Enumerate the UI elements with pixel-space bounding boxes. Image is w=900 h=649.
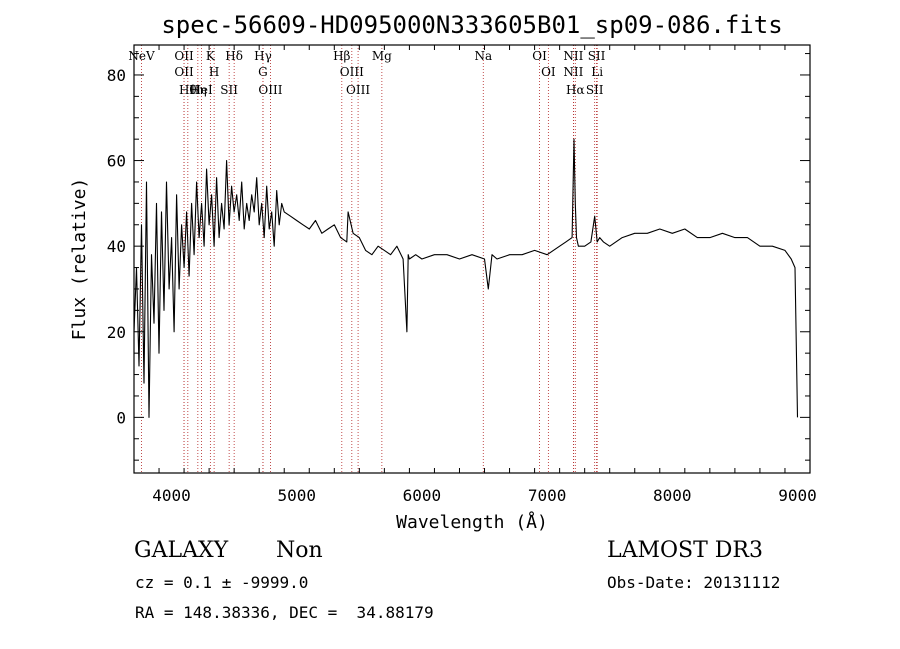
line-label: Mg <box>372 49 392 63</box>
line-label: OII <box>174 65 194 79</box>
x-tick-label: 4000 <box>152 486 191 505</box>
y-tick-label: 80 <box>107 66 126 85</box>
line-label: Hα <box>566 83 585 97</box>
line-label: SII <box>220 83 238 97</box>
line-label: H <box>209 65 219 79</box>
spectrum-chart: spec-56609-HD095000N333605B01_sp09-086.f… <box>69 11 817 533</box>
x-tick-label: 8000 <box>653 486 692 505</box>
spectrum-line <box>133 138 799 418</box>
x-tick-label: 9000 <box>778 486 817 505</box>
line-label: Na <box>474 49 492 63</box>
line-label: OII <box>174 49 194 63</box>
line-label: OI <box>541 65 556 79</box>
line-label: K <box>206 49 216 63</box>
redshift-value: cz = 0.1 ± -9999.0 <box>135 573 309 592</box>
line-label: Hη <box>189 83 207 97</box>
chart-title: spec-56609-HD095000N333605B01_sp09-086.f… <box>161 11 782 39</box>
line-label: NII <box>563 65 583 79</box>
line-label: OIII <box>346 83 370 97</box>
line-label: OI <box>532 49 547 63</box>
data-layer <box>133 138 799 418</box>
line-label: Hθ <box>179 83 197 97</box>
axis-layer: 4000 5000 6000 7000 8000 9000 0 20 40 60 80 <box>107 45 817 505</box>
line-label: OIII <box>258 83 282 97</box>
object-class: GALAXY <box>134 538 229 563</box>
plot-frame <box>133 44 811 474</box>
line-label: Li <box>591 65 603 79</box>
x-tick-label: 6000 <box>403 486 442 505</box>
y-tick-label: 60 <box>107 152 126 171</box>
y-tick-label: 0 <box>116 408 126 427</box>
x-tick-label: 7000 <box>528 486 567 505</box>
line-label: G <box>258 65 268 79</box>
line-label: Hβ <box>333 49 350 63</box>
survey-name: LAMOST DR3 <box>607 538 763 563</box>
reference-line-layer <box>141 45 598 473</box>
line-label: SII <box>586 83 604 97</box>
x-axis-label: Wavelength (Å) <box>396 511 548 533</box>
x-tick-label: 5000 <box>277 486 316 505</box>
line-label: Hγ <box>254 49 272 63</box>
y-tick-label: 40 <box>107 237 126 256</box>
y-axis-label: Flux (relative) <box>69 178 90 341</box>
y-tick-label: 20 <box>107 323 126 342</box>
line-label: SII <box>588 49 606 63</box>
line-label: OIII <box>340 65 364 79</box>
observation-date: Obs-Date: 20131112 <box>607 573 781 592</box>
line-label: HeI <box>190 83 213 97</box>
coordinates: RA = 148.38336, DEC = 34.88179 <box>135 603 434 622</box>
line-label: NeV <box>128 49 155 63</box>
line-label: NII <box>563 49 583 63</box>
line-label: Hδ <box>225 49 243 63</box>
object-subclass: Non <box>276 538 323 563</box>
